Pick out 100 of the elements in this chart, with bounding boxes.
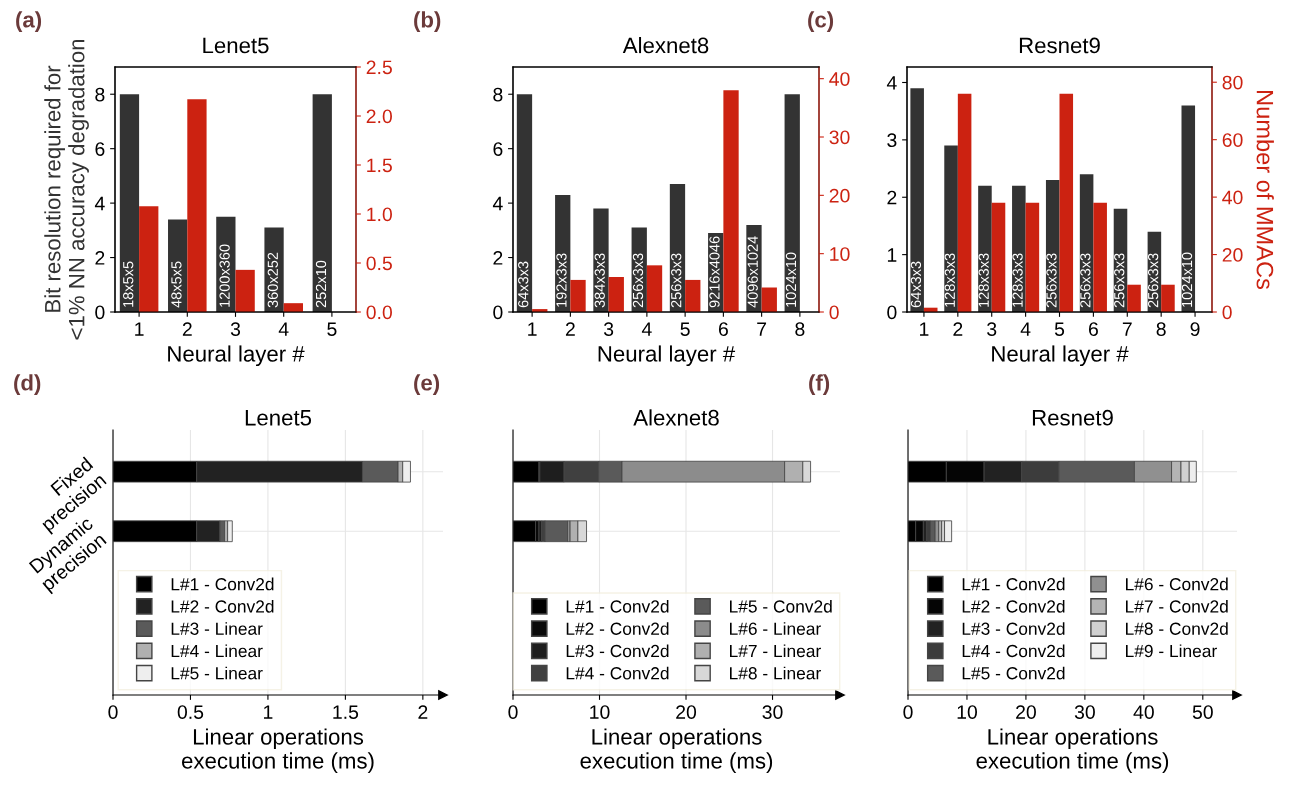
legend-label: L#2 - Conv2d — [962, 599, 1065, 613]
x-tick-label: 2 — [182, 322, 192, 336]
chart-title: Resnet9 — [1019, 37, 1100, 54]
y-tick-label: 0 — [95, 305, 105, 320]
chart-title: Lenet5 — [203, 37, 269, 54]
y-tick-label: 0 — [887, 305, 897, 320]
legend-label: L#1 - Conv2d — [566, 599, 669, 613]
x-axis-title: Linear operations execution time (ms) — [580, 728, 773, 774]
text: (e) — [414, 374, 440, 395]
legend-label: L#7 - Conv2d — [1126, 599, 1228, 613]
x-tick-label: 0 — [903, 705, 913, 719]
text: (d) — [14, 374, 41, 395]
x-tick-label: 5 — [327, 322, 337, 336]
y-tick-label: 6 — [95, 142, 105, 156]
legend-label: L#5 - Linear — [171, 666, 263, 680]
legend-label: L#4 - Linear — [171, 644, 263, 658]
annotation: 252x10 — [315, 260, 327, 308]
annotation: 1024x10 — [1181, 252, 1193, 307]
x-tick-label: 6 — [1088, 322, 1098, 336]
y-tick-label: 1 — [887, 248, 897, 262]
legend-label: L#3 - Conv2d — [566, 644, 669, 658]
y-tick-label: 0 — [493, 305, 503, 320]
annotation: 1024x10 — [785, 252, 797, 307]
x-tick-label: 3 — [230, 322, 241, 336]
x-tick-label: 1 — [528, 322, 537, 336]
x-tick-label: 0 — [508, 705, 518, 719]
x-tick-label: 4 — [1020, 322, 1031, 336]
y2-tick-label: 2.5 — [366, 60, 392, 75]
legend-label: L#4 - Conv2d — [566, 666, 669, 680]
legend-label: L#5 - Conv2d — [962, 666, 1065, 680]
y2-tick-label: 0 — [1222, 305, 1232, 320]
y2-tick-label: 20 — [1222, 248, 1243, 262]
y2-tick-label: 80 — [1222, 75, 1243, 90]
legend-label: L#4 - Conv2d — [962, 644, 1065, 658]
y-tick-label: 2 — [95, 251, 105, 265]
legend-label: L#3 - Conv2d — [962, 622, 1065, 635]
annotation: 128x3x3 — [978, 253, 989, 307]
annotation: 4096x1024 — [747, 236, 758, 308]
legend-label: L#2 - Conv2d — [171, 599, 274, 613]
annotation: 256x3x3 — [1147, 253, 1159, 308]
x-tick-label: 8 — [795, 322, 805, 336]
x-axis-title: Linear operations execution time (ms) — [976, 728, 1169, 774]
legend-label: L#3 - Linear — [171, 622, 263, 635]
x-axis-title: Neural layer # — [992, 345, 1129, 367]
x-tick-label: 8 — [1156, 322, 1166, 336]
legend-label: L#8 - Linear — [730, 666, 821, 680]
y-tick-label: 4 — [492, 196, 503, 211]
x-tick-label: 30 — [1074, 705, 1095, 719]
annotation: 64x3x3 — [910, 261, 922, 308]
y2-tick-label: 10 — [830, 247, 850, 261]
annotation: 192x3x3 — [556, 253, 567, 307]
annotation: 1200x360 — [219, 244, 230, 307]
y-tick-label: 6 — [493, 142, 503, 156]
y-tick-label: 4 — [886, 76, 897, 90]
x-tick-label: 30 — [762, 705, 783, 719]
legend-label: L#7 - Linear — [730, 644, 821, 658]
x-tick-label: 5 — [1054, 322, 1065, 336]
annotation: 256x3x3 — [1046, 253, 1057, 308]
y2-tick-label: 0.0 — [366, 305, 392, 320]
y2-tick-label: 0 — [829, 305, 839, 320]
x-tick-label: 40 — [1133, 705, 1154, 719]
x-tick-label: 20 — [1016, 705, 1036, 719]
x-tick-label: 9 — [1190, 322, 1200, 336]
legend-label: L#9 - Linear — [1126, 644, 1217, 658]
y-axis-title: Bit resolution required for <1% NN accuracy degradation — [44, 39, 89, 340]
annotation: 9216x4046 — [709, 236, 720, 308]
annotation: 18x5x5 — [123, 261, 134, 307]
legend-label: L#6 - Linear — [730, 622, 821, 635]
annotation: 256x3x3 — [1080, 253, 1091, 308]
y-tick-label: 2 — [887, 190, 897, 205]
chart-title: Alexnet8 — [633, 409, 719, 426]
x-tick-label: 4 — [278, 322, 289, 336]
y-tick-label: 8 — [95, 87, 105, 102]
x-axis-title: Neural layer # — [598, 345, 736, 367]
x-tick-label: 50 — [1192, 705, 1213, 719]
legend-label: L#6 - Conv2d — [1126, 577, 1228, 591]
text: (a) — [16, 11, 42, 32]
annotation: 256x3x3 — [671, 253, 682, 308]
x-tick-label: 0.5 — [177, 705, 204, 719]
chart-title: Resnet9 — [1032, 409, 1113, 426]
annotation: 128x3x3 — [944, 253, 955, 307]
x-tick-label: 7 — [1122, 322, 1132, 336]
x-axis-title: Linear operations execution time (ms) — [182, 728, 374, 774]
x-tick-label: 3 — [987, 322, 997, 336]
annotation: 360x252 — [267, 252, 278, 308]
annotation: 48x5x5 — [171, 261, 182, 308]
y2-tick-label: 30 — [829, 130, 850, 145]
x-tick-label: 0 — [108, 705, 118, 719]
x-tick-label: 6 — [718, 322, 728, 336]
text: (f) — [809, 374, 830, 395]
y2-tick-label: 0.5 — [366, 256, 392, 271]
x-tick-label: 7 — [757, 322, 767, 336]
annotation: 128x3x3 — [1012, 253, 1023, 307]
x-tick-label: 4 — [641, 322, 652, 336]
legend-label: L#1 - Conv2d — [171, 577, 274, 591]
x-tick-label: 10 — [590, 705, 610, 719]
y2-tick-label: 60 — [1222, 133, 1243, 147]
x-tick-label: 2 — [565, 322, 575, 336]
y2-tick-label: 40 — [829, 72, 850, 86]
annotation: 64x3x3 — [518, 261, 529, 308]
